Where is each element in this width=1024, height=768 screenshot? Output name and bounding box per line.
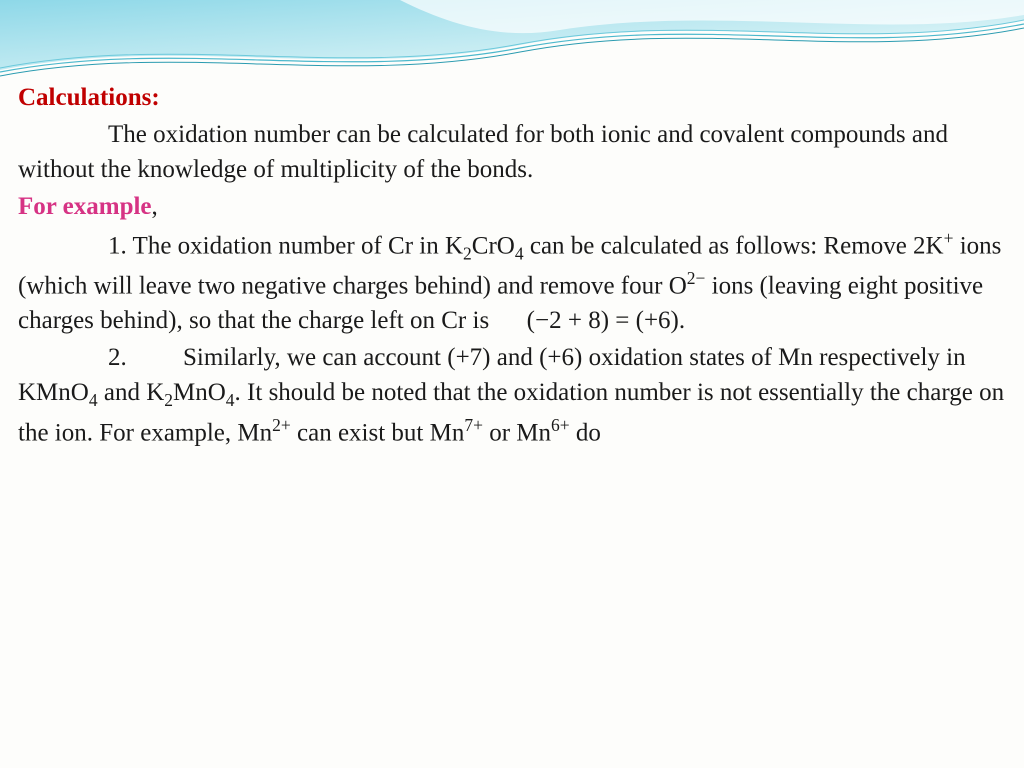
slide-content: Calculations: The oxidation number can b… bbox=[18, 80, 1006, 452]
heading-calculations: Calculations: bbox=[18, 84, 160, 111]
example-2: 2. Similarly, we can account (+7) and (+… bbox=[18, 340, 1006, 450]
comma: , bbox=[152, 193, 158, 220]
para-intro: The oxidation number can be calculated f… bbox=[18, 121, 948, 183]
heading-for-example: For example bbox=[18, 193, 152, 220]
example-1: 1. The oxidation number of Cr in K2CrO4 … bbox=[18, 226, 1006, 338]
